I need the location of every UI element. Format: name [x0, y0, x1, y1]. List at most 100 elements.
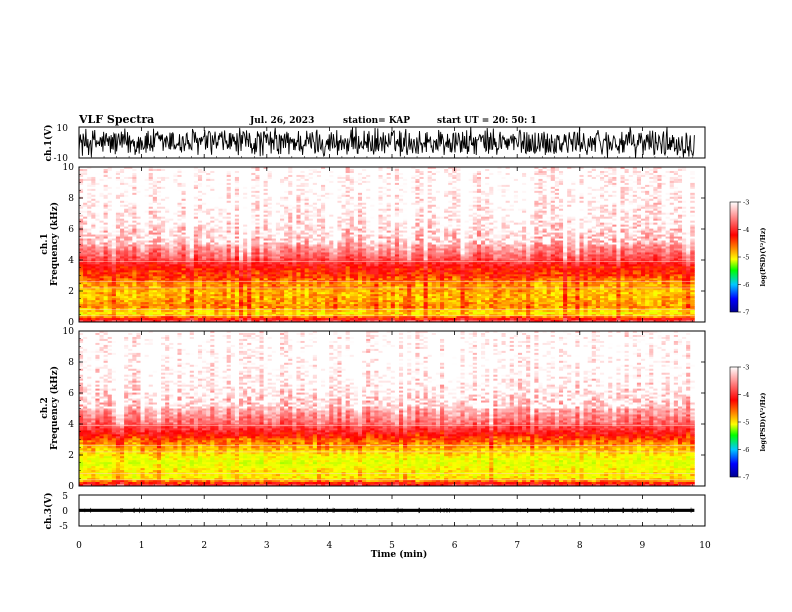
spectrogram-cell — [247, 278, 252, 281]
spectrogram-cell — [267, 167, 273, 170]
spectrogram-cell — [185, 176, 191, 180]
spectrogram-cell — [255, 210, 260, 214]
spectrogram-cell — [161, 196, 166, 200]
spectrogram-cell — [173, 282, 178, 285]
spectrogram-cell — [243, 176, 248, 180]
spectrogram-cell — [91, 252, 96, 255]
spectrogram-cell — [152, 250, 158, 253]
spectrogram-cell — [206, 200, 211, 204]
spectrogram-cell — [120, 320, 125, 323]
spectrogram-cell — [271, 234, 277, 237]
spectrogram-cell — [222, 300, 228, 303]
spectrogram-cell — [161, 170, 166, 174]
spectrogram-cell — [202, 304, 207, 307]
spectrogram-cell — [152, 192, 158, 196]
spectrogram-cell — [218, 234, 223, 237]
spectrogram-cell — [263, 314, 269, 317]
spectrogram-cell — [91, 234, 96, 237]
spectrogram-cell — [226, 208, 232, 212]
spectrogram-cell — [79, 218, 84, 222]
spectrogram-cell — [312, 190, 318, 194]
spectrogram-cell — [185, 218, 191, 222]
spectrogram-cell — [136, 226, 141, 230]
spectrogram-cell — [99, 232, 105, 235]
spectrogram-cell — [292, 264, 297, 267]
spectrogram-cell — [169, 284, 174, 287]
spectrogram-cell — [222, 310, 228, 313]
spectrogram-cell — [197, 226, 203, 230]
spectrogram-cell — [234, 186, 240, 190]
spectrogram-cell — [169, 288, 174, 291]
spectrogram-cell — [280, 320, 285, 323]
spectrogram-cell — [79, 170, 84, 174]
spectrogram-cell — [271, 310, 277, 313]
spectrogram-cell — [189, 230, 195, 233]
spectrogram-cell — [193, 254, 199, 257]
spectrogram-cell — [251, 226, 256, 230]
spectrogram-cell — [99, 206, 105, 210]
spectrogram-cell — [111, 198, 117, 202]
spectrogram-cell — [234, 290, 240, 293]
spectrogram-cell — [296, 226, 301, 230]
spectrogram-cell — [181, 254, 187, 257]
spectrogram-cell — [156, 268, 162, 271]
spectrogram-cell — [275, 242, 281, 245]
spectrogram-cell — [189, 236, 195, 239]
spectrogram-cell — [161, 168, 166, 172]
spectrogram-cell — [124, 258, 129, 261]
spectrogram-cell — [304, 268, 310, 271]
spectrogram-cell — [173, 286, 178, 289]
spectrogram-cell — [275, 188, 281, 192]
spectrogram-cell — [243, 290, 248, 293]
spectrogram-cell — [296, 218, 301, 222]
spectrogram-cell — [161, 286, 166, 289]
spectrogram-cell — [156, 238, 162, 241]
spectrogram-cell — [304, 242, 310, 245]
spectrogram-cell — [120, 268, 125, 271]
spectrogram-cell — [152, 208, 158, 212]
spectrogram-cell — [304, 210, 310, 214]
spectrogram-cell — [169, 222, 174, 226]
spectrogram-cell — [218, 208, 223, 212]
spectrogram-cell — [275, 214, 281, 218]
spectrogram-cell — [251, 188, 256, 192]
spectrogram-cell — [251, 172, 256, 176]
spectrogram-cell — [296, 250, 301, 253]
spectrogram-cell — [136, 246, 141, 249]
spectrogram-cell — [152, 274, 158, 277]
spectrogram-cell — [124, 167, 129, 170]
spectrogram-cell — [136, 196, 141, 200]
spectrogram-cell — [103, 204, 109, 208]
spectrogram-cell — [259, 214, 265, 218]
spectrogram-cell — [115, 167, 121, 170]
spectrogram-cell — [132, 250, 137, 253]
spectrogram-cell — [144, 174, 150, 178]
spectrogram-cell — [136, 314, 141, 317]
spectrogram-cell — [156, 170, 162, 174]
spectrogram-cell — [156, 258, 162, 261]
spectrogram-cell — [181, 316, 187, 319]
spectrogram-cell — [214, 268, 219, 271]
spectrogram-cell — [156, 210, 162, 214]
spectrogram-cell — [210, 284, 215, 287]
spectrogram-cell — [247, 206, 252, 210]
spectrogram-cell — [263, 262, 269, 265]
spectrogram-cell — [267, 240, 273, 243]
spectrogram-cell — [169, 212, 174, 216]
spectrogram-cell — [255, 182, 260, 186]
spectrogram-cell — [91, 262, 96, 265]
spectrogram-cell — [312, 198, 318, 202]
spectrogram-cell — [140, 186, 146, 190]
spectrogram-cell — [263, 236, 269, 239]
spectrogram-cell — [234, 240, 240, 243]
spectrogram-cell — [308, 256, 314, 259]
spectrogram-cell — [234, 252, 240, 255]
spectrogram-cell — [128, 292, 133, 295]
spectrogram-cell — [275, 314, 281, 317]
spectrogram-cell — [202, 224, 207, 228]
spectrogram-cell — [292, 262, 297, 265]
spectrogram-cell — [115, 242, 121, 245]
spectrogram-cell — [124, 224, 129, 228]
spectrogram-cell — [284, 246, 289, 249]
spectrogram-cell — [210, 290, 215, 293]
